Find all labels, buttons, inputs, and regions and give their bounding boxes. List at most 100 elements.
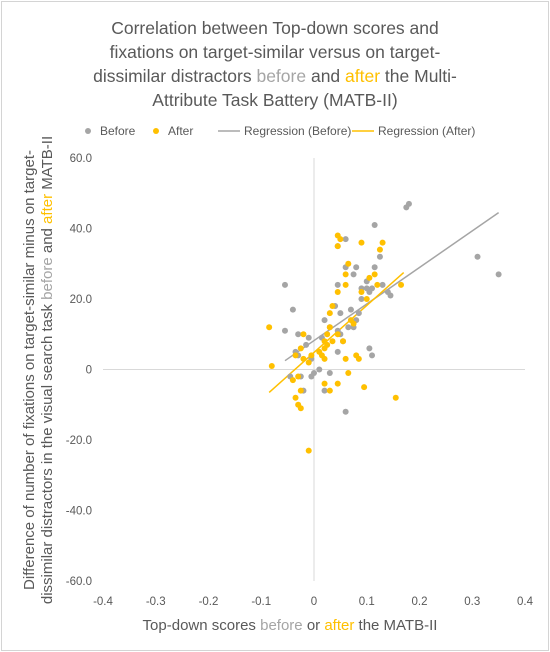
- data-point-after: [363, 296, 370, 302]
- y-tick-label: 0: [86, 365, 92, 377]
- data-point-before: [334, 348, 341, 355]
- data-point-before: [316, 366, 323, 373]
- data-point-before: [371, 221, 378, 228]
- data-point-after: [342, 271, 349, 278]
- chart-title: Correlation between Top-down scores and f…: [93, 18, 457, 110]
- y-axis-title-line1: Difference of number of fixations on tar…: [21, 150, 38, 590]
- data-point-before: [366, 345, 373, 352]
- data-point-before: [358, 296, 365, 302]
- data-point-before: [379, 281, 386, 288]
- data-point-after: [321, 380, 328, 387]
- y-tick-labels: 60.0 40.0 20.0 0 -20.0 -40.0 -60.0: [66, 153, 92, 588]
- data-point-after: [292, 394, 299, 401]
- data-point-before: [384, 288, 391, 295]
- data-points: [266, 200, 502, 454]
- y-tick-label: 20.0: [70, 294, 92, 306]
- x-tick-labels: -0.4 -0.3 -0.2 -0.1 0 0.1 0.2 0.3 0.4: [93, 596, 534, 608]
- x-tick-label: 0.3: [464, 596, 480, 608]
- data-point-after: [379, 239, 386, 246]
- data-point-after: [305, 359, 312, 366]
- data-point-after: [334, 331, 341, 338]
- data-point-after: [297, 387, 304, 394]
- data-point-before: [295, 331, 302, 338]
- legend-item-after-marker: After: [153, 124, 193, 138]
- data-point-after: [355, 355, 362, 362]
- data-point-after: [337, 236, 344, 243]
- data-point-after: [334, 243, 341, 250]
- data-point-after: [342, 281, 349, 288]
- data-point-after: [305, 447, 312, 454]
- data-point-after: [358, 239, 365, 246]
- data-point-after: [300, 331, 307, 338]
- data-point-before: [281, 327, 288, 334]
- data-point-after: [324, 331, 331, 338]
- regression-line-before: [284, 212, 500, 362]
- data-point-before: [334, 281, 341, 288]
- data-point-before: [303, 341, 310, 348]
- data-point-before: [353, 264, 360, 271]
- data-point-after: [392, 394, 399, 401]
- data-point-before: [366, 288, 373, 295]
- data-point-before: [305, 334, 312, 341]
- legend-marker: [85, 128, 91, 134]
- data-point-after: [308, 352, 315, 359]
- data-point-after: [345, 260, 352, 267]
- data-point-after: [398, 281, 405, 288]
- legend: Before After Regression (Before) Regression…: [85, 124, 475, 138]
- data-point-after: [374, 281, 381, 288]
- x-tick-label: -0.3: [146, 596, 166, 608]
- legend-item-before-line: Regression (Before): [218, 124, 351, 138]
- data-point-after: [371, 271, 378, 278]
- x-axis-title: Top-down scores before or after the MATB…: [143, 617, 438, 634]
- data-point-before: [321, 317, 328, 324]
- data-point-after: [268, 362, 275, 369]
- data-point-before: [281, 281, 288, 288]
- data-point-after: [342, 355, 349, 362]
- legend-item-before-marker: Before: [85, 124, 136, 138]
- y-tick-label: -40.0: [66, 506, 92, 518]
- data-point-before: [474, 253, 481, 260]
- data-point-after: [334, 380, 341, 387]
- x-tick-label: 0.2: [412, 596, 428, 608]
- data-point-before: [311, 370, 317, 377]
- data-point-before: [345, 324, 352, 331]
- legend-label: Regression (Before): [244, 124, 351, 138]
- data-point-after: [334, 288, 341, 295]
- y-axis-title: Difference of number of fixations on tar…: [21, 136, 56, 604]
- y-axis-title-line2: dissimilar distractors in the visual sea…: [39, 136, 56, 604]
- data-point-before: [355, 310, 362, 317]
- x-tick-label: -0.1: [251, 596, 271, 608]
- data-point-before: [326, 370, 333, 377]
- legend-label: After: [168, 124, 193, 138]
- data-point-before: [403, 204, 410, 211]
- data-point-after: [376, 246, 383, 253]
- y-tick-label: 40.0: [70, 224, 92, 236]
- data-point-after: [297, 405, 304, 412]
- data-point-before: [369, 352, 376, 359]
- y-tick-label: 60.0: [70, 153, 92, 165]
- data-point-before: [337, 310, 344, 317]
- data-point-after: [316, 348, 323, 355]
- data-point-before: [495, 271, 502, 278]
- x-tick-label: 0: [311, 596, 317, 608]
- legend-marker: [153, 128, 159, 134]
- data-point-after: [297, 345, 304, 352]
- data-point-before: [376, 253, 383, 260]
- data-point-after: [345, 370, 352, 377]
- data-point-after: [295, 373, 302, 380]
- data-point-after: [289, 377, 296, 384]
- data-point-after: [340, 338, 347, 345]
- regression-lines: [268, 212, 500, 393]
- data-point-before: [289, 306, 296, 313]
- data-point-before: [321, 387, 328, 394]
- title-line: Attribute Task Battery (MATB-II): [152, 90, 397, 110]
- data-point-after: [329, 303, 336, 310]
- data-point-after: [366, 274, 373, 281]
- x-tick-label: 0.4: [517, 596, 534, 608]
- x-axis-title-text: Top-down scores before or after the MATB…: [143, 617, 438, 634]
- legend-label: Before: [100, 124, 136, 138]
- legend-item-after-line: Regression (After): [352, 124, 475, 138]
- data-point-after: [326, 310, 333, 317]
